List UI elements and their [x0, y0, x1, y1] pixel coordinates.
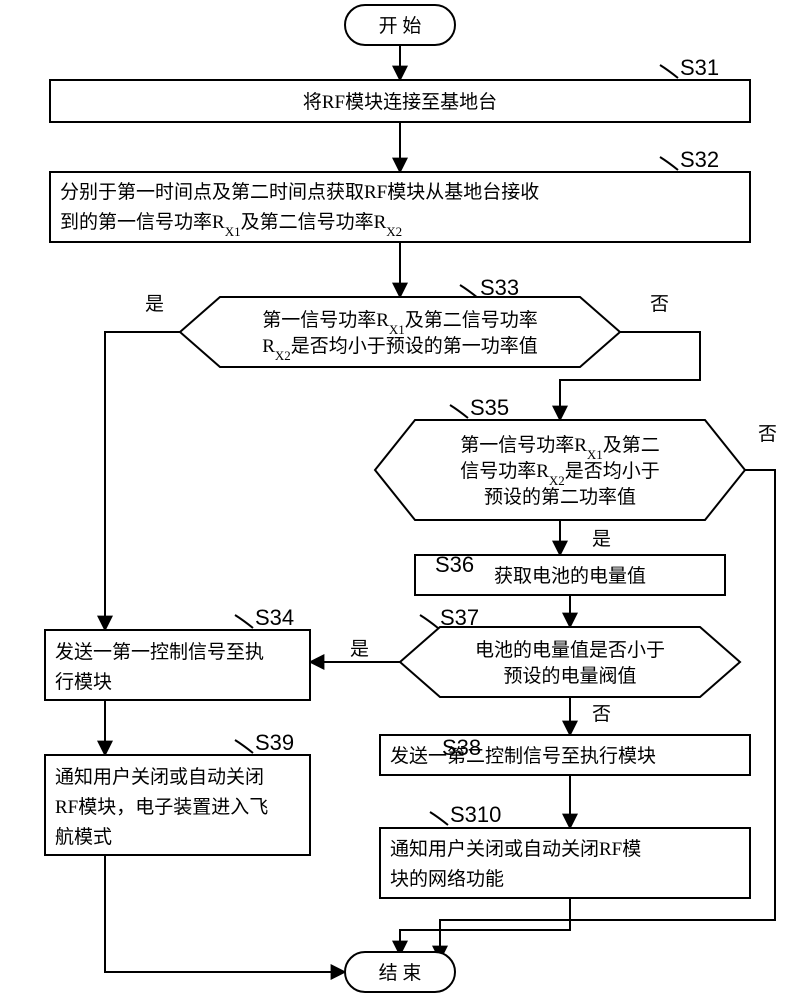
s310-text-1: 块的网络功能 [390, 868, 504, 890]
s31-label: S31 [680, 55, 719, 80]
leader-0 [660, 65, 678, 78]
s31-text-0: 将RF模块连接至基地台 [303, 91, 497, 113]
s37-no: 否 [592, 704, 611, 725]
s37-yes: 是 [350, 639, 369, 660]
s39-text-1: RF模块，电子装置进入飞 [55, 796, 268, 818]
s33-yes: 是 [145, 294, 164, 315]
s33-no: 否 [650, 294, 669, 315]
s310-text-0: 通知用户关闭或自动关闭RF模 [390, 838, 641, 860]
s36-label: S36 [435, 552, 474, 577]
s34-label: S34 [255, 605, 294, 630]
s38-text-0: 发送一第二控制信号至执行模块 [390, 745, 656, 767]
s35-label: S35 [470, 395, 509, 420]
flowchart: 开 始结 束 将RF模块连接至基地台分别于第一时间点及第二时间点获取RF模块从基地… [0, 0, 793, 1000]
leader-5 [420, 615, 438, 628]
edge-12 [105, 855, 345, 972]
leader-9 [430, 812, 448, 825]
end-terminal-text: 结 束 [379, 962, 422, 984]
s39-text-0: 通知用户关闭或自动关闭 [55, 766, 264, 788]
s35-yes: 是 [592, 529, 611, 550]
leader-1 [660, 157, 678, 170]
edge-3 [105, 332, 180, 630]
leader-6 [235, 615, 253, 628]
s310-label: S310 [450, 802, 501, 827]
s38-label: S38 [442, 735, 481, 760]
edge-13 [400, 898, 570, 955]
s34-text-0: 发送一第一控制信号至执 [55, 641, 264, 663]
s37-text-0: 电池的电量值是否小于 [475, 639, 665, 661]
s32-text-0: 分别于第一时间点及第二时间点获取RF模块从基地台接收 [60, 181, 539, 203]
s37-label: S37 [440, 605, 479, 630]
s39-label: S39 [255, 730, 294, 755]
leader-3 [450, 405, 468, 418]
start-terminal-text: 开 始 [379, 15, 422, 37]
s34-text-1: 行模块 [55, 671, 112, 693]
leader-8 [235, 740, 253, 753]
s32-label: S32 [680, 147, 719, 172]
s37-text-1: 预设的电量阀值 [503, 665, 636, 687]
s33-label: S33 [480, 275, 519, 300]
s36-text-0: 获取电池的电量值 [494, 565, 646, 587]
s35-no: 否 [758, 424, 777, 445]
s35-text-2: 预设的第二功率值 [484, 486, 636, 508]
s39-text-2: 航模式 [55, 826, 112, 848]
